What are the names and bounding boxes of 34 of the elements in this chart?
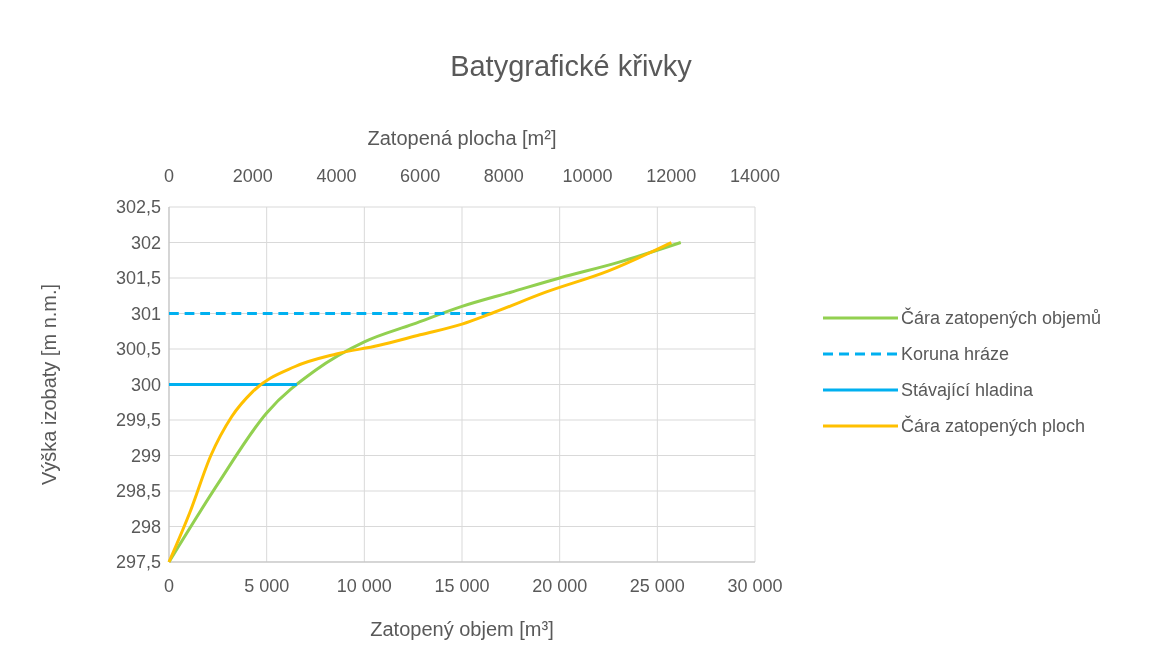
x2-tick-label: 8000 [483, 166, 524, 186]
x2-axis-title: Zatopená plocha [m²] [367, 127, 557, 149]
x2-tick-label: 0 [163, 166, 175, 186]
x2-tick-label: 6000 [400, 166, 441, 186]
y-tick-label: 301,5 [115, 268, 161, 288]
x-tick-label: 30 000 [727, 576, 783, 596]
x-tick-label: 15 000 [434, 576, 490, 596]
y-tick-label: 300 [130, 374, 161, 395]
x-tick-label: 0 [163, 576, 175, 596]
y-tick-label: 298,5 [115, 481, 161, 501]
y-tick-label: 301 [130, 303, 161, 324]
x-tick-label: 5 000 [244, 576, 290, 596]
y-tick-label: 297,5 [115, 552, 161, 572]
y-tick-label: 302,5 [115, 197, 161, 217]
y-tick-label: 300,5 [115, 339, 161, 359]
x2-tick-label: 4000 [316, 166, 357, 186]
x2-tick-label: 12000 [646, 166, 697, 186]
legend-label: Čára zatopených ploch [901, 415, 1086, 436]
x-tick-label: 20 000 [532, 576, 588, 596]
legend-label: Stávající hladina [901, 380, 1035, 400]
legend-label: Koruna hráze [901, 344, 1010, 364]
x-tick-label: 10 000 [336, 576, 392, 596]
x2-tick-label: 14000 [729, 166, 781, 186]
y-tick-label: 299 [130, 445, 161, 466]
y-axis-title: Výška izobaty [m n.m.] [38, 283, 60, 486]
x-axis-title: Zatopený objem [m³] [370, 618, 554, 640]
x2-tick-label: 2000 [232, 166, 273, 186]
legend-label: Čára zatopených objemů [901, 307, 1102, 328]
x2-tick-label: 10000 [562, 166, 613, 186]
y-tick-label: 302 [130, 232, 161, 253]
x-tick-label: 25 000 [629, 576, 685, 596]
y-tick-label: 299,5 [115, 410, 161, 430]
chart-title: Batygrafické křivky [450, 50, 693, 82]
y-tick-label: 298 [130, 516, 161, 537]
